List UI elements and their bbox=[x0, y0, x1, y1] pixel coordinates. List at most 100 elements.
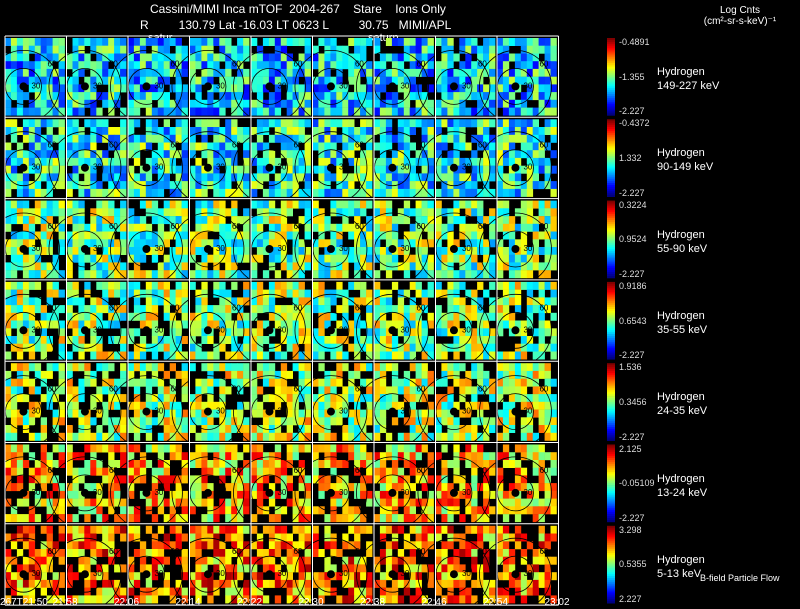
colorbar-segment bbox=[607, 498, 615, 501]
saturn-marker bbox=[19, 326, 28, 335]
colorbar-segment bbox=[607, 566, 615, 569]
colorbar-segment bbox=[607, 248, 615, 252]
colorbar-segment bbox=[607, 227, 615, 230]
saturn-marker bbox=[142, 245, 151, 254]
colorbar-segment bbox=[607, 517, 615, 521]
saturn-marker bbox=[80, 245, 89, 254]
ring-label-60: 60 bbox=[170, 141, 179, 150]
ring-label-60: 60 bbox=[47, 222, 56, 231]
chart-title-line1: Cassini/MIMI Inca mTOF 2004-267 Stare Io… bbox=[150, 2, 446, 16]
colorbar-segment bbox=[607, 473, 615, 476]
colorbar-segment bbox=[607, 456, 615, 459]
colorbar-segment bbox=[607, 407, 615, 410]
ring-label-30: 30 bbox=[216, 244, 225, 253]
saturn-marker bbox=[265, 570, 274, 579]
colorbar-segment bbox=[607, 374, 615, 378]
colorbar-segment bbox=[607, 417, 615, 420]
ring-label-60: 60 bbox=[170, 303, 179, 312]
colorbar-segment bbox=[607, 243, 615, 246]
colorbar-segment bbox=[607, 214, 615, 217]
colorbar-segment bbox=[607, 237, 615, 240]
ring-label-30: 30 bbox=[31, 244, 40, 253]
saturn-marker bbox=[388, 570, 397, 579]
saturn-marker bbox=[80, 488, 89, 497]
colorbar-segment bbox=[607, 572, 615, 575]
saturn-marker bbox=[19, 407, 28, 416]
saturn-marker bbox=[511, 82, 520, 91]
colorbar-segment bbox=[607, 386, 615, 389]
ring-label-60: 60 bbox=[355, 222, 364, 231]
colorbar-segment bbox=[607, 136, 615, 139]
row-energy-label: 5-13 keV bbox=[657, 567, 702, 580]
colorbar-segment bbox=[607, 82, 615, 85]
image-panel: 30 60 bbox=[233, 38, 311, 123]
saturn-marker bbox=[80, 82, 89, 91]
image-panel: 30 60 bbox=[294, 444, 373, 530]
colorbar-segment bbox=[607, 411, 615, 414]
colorbar-segment bbox=[607, 347, 615, 350]
row-species-label: Hydrogen bbox=[657, 553, 705, 566]
colorbar-segment bbox=[607, 272, 615, 275]
image-panel: 30 60 bbox=[417, 525, 496, 609]
colorbar-segment bbox=[607, 599, 615, 602]
colorbar-segment bbox=[607, 494, 615, 497]
colorbar-segment bbox=[607, 256, 615, 259]
colorbar-segment bbox=[607, 134, 615, 138]
ring-label-60: 60 bbox=[416, 466, 425, 475]
colorbar-segment bbox=[607, 324, 615, 327]
saturn-marker bbox=[203, 82, 212, 91]
image-panel: 30 60 bbox=[171, 525, 250, 609]
colorbar-segment bbox=[607, 483, 615, 486]
colorbar-segment bbox=[607, 496, 615, 499]
saturn-marker bbox=[142, 82, 151, 91]
colorbar-segment bbox=[607, 322, 615, 325]
image-panel: 30 60 bbox=[110, 200, 188, 286]
colorbar-segment bbox=[607, 194, 615, 197]
colorbar-segment bbox=[607, 554, 615, 558]
colorbar-segment bbox=[607, 314, 615, 318]
colorbar-segment bbox=[607, 587, 615, 590]
colorbar-segment bbox=[607, 65, 615, 68]
colorbar-segment bbox=[607, 394, 615, 397]
time-tick-label: 21:58 bbox=[52, 597, 78, 608]
colorbar-segment bbox=[607, 140, 615, 143]
image-panel: 30 60 bbox=[171, 200, 250, 286]
image-panel: 30 60 bbox=[479, 444, 557, 530]
colorbar-segment bbox=[607, 316, 615, 319]
colorbar-segment bbox=[607, 589, 615, 592]
colorbar-segment bbox=[607, 378, 615, 381]
image-panel: 30 60 bbox=[294, 281, 373, 367]
ring-label-30: 30 bbox=[277, 488, 286, 497]
ring-label-60: 60 bbox=[232, 385, 241, 394]
ring-label-30: 30 bbox=[339, 163, 348, 172]
saturn-marker bbox=[203, 163, 212, 172]
colorbar-segment bbox=[607, 99, 615, 103]
colorbar-segment bbox=[607, 382, 615, 385]
ring-label-60: 60 bbox=[355, 303, 364, 312]
colorbar-segment bbox=[607, 516, 615, 519]
ring-label-60: 60 bbox=[293, 141, 302, 150]
saturn-marker bbox=[326, 570, 335, 579]
time-tick-label: 23:02 bbox=[544, 597, 570, 608]
image-panel: 30 60 bbox=[171, 38, 250, 123]
ring-label-30: 30 bbox=[93, 244, 102, 253]
saturn-marker bbox=[203, 570, 212, 579]
colorbar-segment bbox=[607, 353, 615, 356]
colorbar-segment bbox=[607, 229, 615, 232]
saturn-marker bbox=[326, 407, 335, 416]
ring-label-30: 30 bbox=[31, 163, 40, 172]
colorbar-segment bbox=[607, 51, 615, 54]
colorbar-segment bbox=[607, 438, 615, 441]
colorbar-segment bbox=[607, 506, 615, 509]
colorbar-mid-label: 1.332 bbox=[619, 152, 642, 163]
colorbar-segment bbox=[607, 460, 615, 463]
ring-label-30: 30 bbox=[277, 163, 286, 172]
saturn-marker bbox=[19, 488, 28, 497]
colorbar-segment bbox=[607, 334, 615, 337]
colorbar-segment bbox=[607, 560, 615, 563]
colorbar-segment bbox=[607, 436, 615, 439]
colorbar-segment bbox=[607, 444, 615, 447]
ring-label-30: 30 bbox=[154, 325, 163, 334]
ring-label-30: 30 bbox=[216, 569, 225, 578]
colorbar-segment bbox=[607, 144, 615, 147]
